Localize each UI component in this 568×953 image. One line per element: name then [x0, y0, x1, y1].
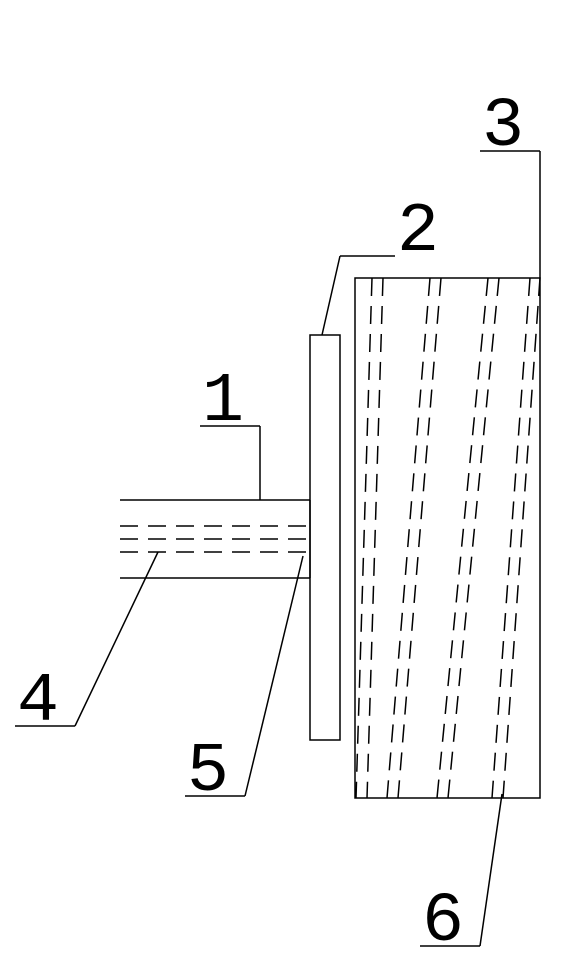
- label-6: 6: [422, 883, 460, 953]
- label-3: 3: [482, 88, 520, 167]
- diagram-canvas: 123456: [0, 0, 568, 953]
- label-5: 5: [187, 733, 225, 812]
- label-4: 4: [17, 663, 56, 742]
- label-2: 2: [397, 193, 435, 272]
- label-1: 1: [202, 363, 241, 442]
